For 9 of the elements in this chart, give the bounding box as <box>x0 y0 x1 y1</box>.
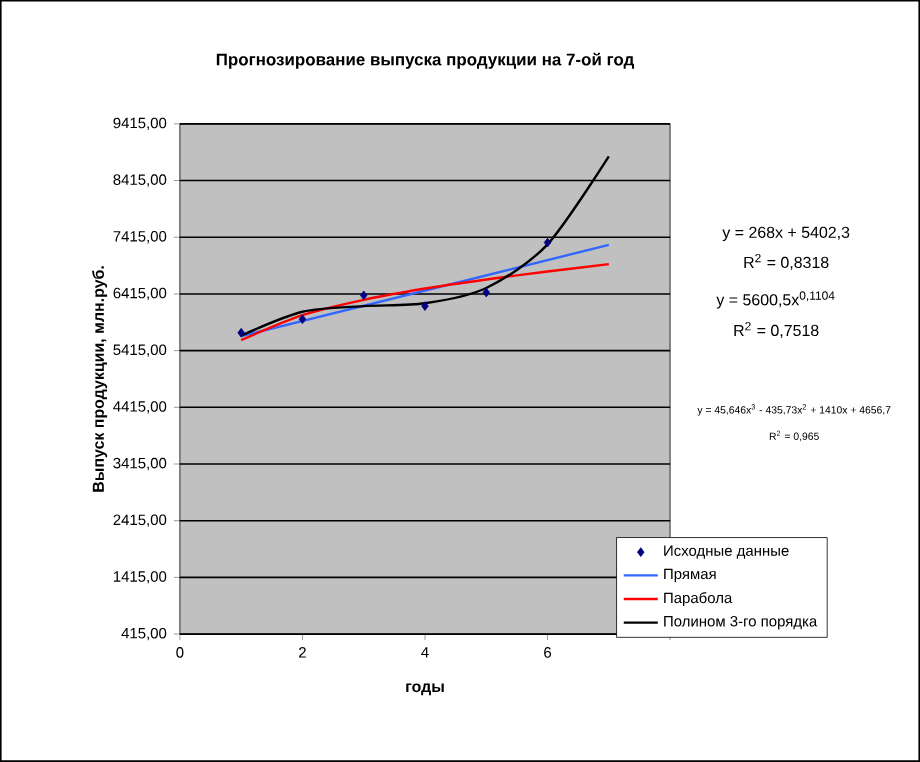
line-series <box>239 155 611 337</box>
point <box>298 314 307 324</box>
point <box>482 287 490 298</box>
point <box>237 327 245 338</box>
chart-title: Прогнозирование выпуска продукции на 7-ой год <box>216 52 634 69</box>
point <box>543 237 552 248</box>
point <box>421 301 429 311</box>
point <box>360 290 368 301</box>
line-series <box>239 263 611 342</box>
